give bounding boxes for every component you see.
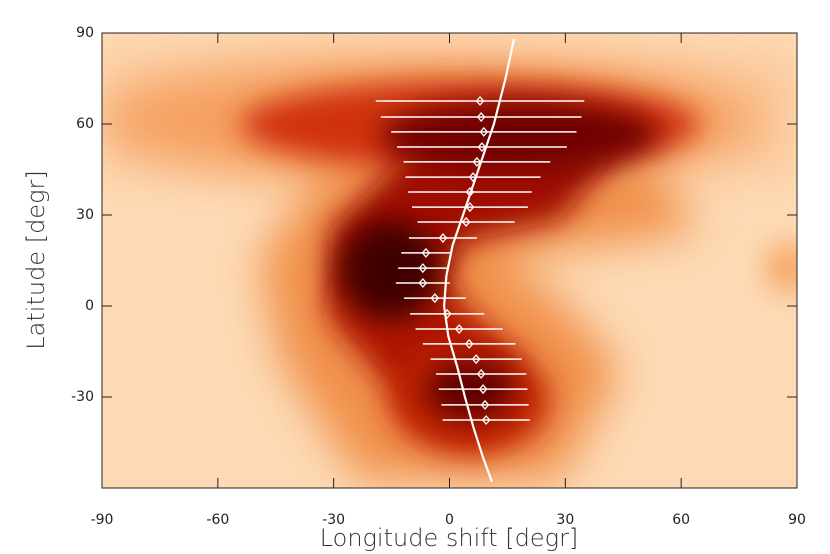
x-tick-label: 60: [672, 512, 690, 528]
data-point: [472, 156, 482, 167]
data-point: [479, 126, 489, 137]
x-axis-label: Longitude shift [degr]: [320, 524, 579, 552]
x-tick-label: 0: [445, 512, 454, 528]
data-point: [430, 293, 440, 304]
data-point: [465, 186, 475, 197]
data-point: [418, 263, 428, 274]
data-point: [464, 338, 474, 349]
x-tick-label: 30: [556, 512, 574, 528]
x-tick-label: -60: [206, 512, 229, 528]
data-point: [468, 172, 478, 183]
data-point: [480, 399, 490, 410]
data-point: [476, 112, 486, 123]
data-point: [475, 95, 485, 106]
x-tick-label: 90: [788, 512, 806, 528]
data-point: [471, 354, 481, 365]
data-point: [461, 216, 471, 227]
y-tick-label: -30: [71, 389, 94, 405]
data-point: [476, 368, 486, 379]
data-point: [478, 384, 488, 395]
x-tick-label: -30: [322, 512, 345, 528]
x-tick-label: -90: [91, 512, 114, 528]
y-axis-label: Latitude [degr]: [22, 170, 50, 349]
data-point: [421, 247, 431, 258]
y-tick-label: 0: [85, 298, 94, 314]
data-point: [454, 324, 464, 335]
y-tick-label: 30: [76, 207, 94, 223]
data-point: [477, 142, 487, 153]
data-point: [465, 202, 475, 213]
y-tick-label: 60: [76, 116, 94, 132]
marks: [375, 38, 585, 483]
data-point: [418, 277, 428, 288]
data-point: [481, 415, 491, 426]
data-point: [438, 233, 448, 244]
data-point: [442, 308, 452, 319]
y-tick-label: 90: [76, 25, 94, 41]
